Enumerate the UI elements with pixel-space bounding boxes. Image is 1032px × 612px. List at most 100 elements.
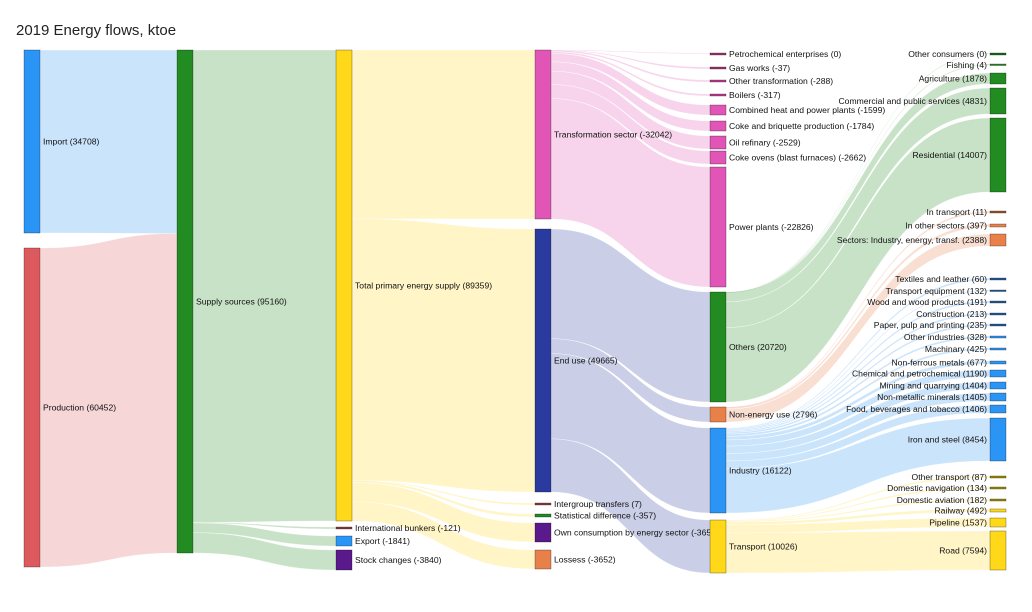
node-intergroup[interactable] bbox=[534, 502, 552, 506]
node-chp[interactable] bbox=[709, 104, 727, 116]
node-label-import: Import (34708) bbox=[43, 137, 100, 147]
node-otherind[interactable] bbox=[989, 335, 1007, 339]
node-boilers[interactable] bbox=[709, 93, 727, 97]
node-label-transpeq: Transport equipment (132) bbox=[886, 286, 988, 296]
node-label-intergroup: Intergroup transfers (7) bbox=[554, 499, 642, 509]
node-othertransp[interactable] bbox=[989, 475, 1007, 479]
node-label-owncons: Own consumption by energy sector (-3650) bbox=[554, 528, 719, 538]
node-cokeovens[interactable] bbox=[709, 150, 727, 165]
node-label-transf: Transformation sector (-32042) bbox=[554, 130, 672, 140]
node-sectors[interactable] bbox=[989, 233, 1007, 247]
node-label-iron: Iron and steel (8454) bbox=[908, 435, 987, 445]
chart-title: 2019 Energy flows, ktoe bbox=[16, 22, 177, 39]
node-label-bunkers: International bunkers (-121) bbox=[355, 523, 461, 533]
node-textiles[interactable] bbox=[989, 277, 1007, 281]
node-label-production: Production (60452) bbox=[43, 403, 116, 413]
node-label-pipeline: Pipeline (1537) bbox=[929, 518, 987, 528]
node-label-food: Food, beverages and tobacco (1406) bbox=[846, 404, 987, 414]
node-label-industry: Industry (16122) bbox=[729, 466, 792, 476]
node-label-road: Road (7594) bbox=[939, 546, 987, 556]
node-iron[interactable] bbox=[989, 417, 1007, 462]
node-label-machinery: Machinary (425) bbox=[925, 344, 987, 354]
node-others[interactable] bbox=[709, 291, 727, 403]
node-inother[interactable] bbox=[989, 223, 1007, 228]
flow-link-tpes-transf bbox=[351, 49, 536, 220]
node-pipeline[interactable] bbox=[989, 517, 1007, 528]
node-power[interactable] bbox=[709, 166, 727, 288]
node-mining[interactable] bbox=[989, 381, 1007, 390]
node-transf[interactable] bbox=[534, 49, 552, 220]
node-wood[interactable] bbox=[989, 300, 1007, 304]
node-residential[interactable] bbox=[989, 117, 1007, 193]
node-label-enduse: End use (49665) bbox=[554, 356, 618, 366]
node-label-oil: Oil refinary (-2529) bbox=[729, 138, 801, 148]
node-oil[interactable] bbox=[709, 135, 727, 150]
node-label-otherind: Other industries (328) bbox=[904, 332, 987, 342]
node-transpeq[interactable] bbox=[989, 289, 1007, 292]
node-intransport[interactable] bbox=[989, 210, 1007, 214]
node-label-domav: Domestic aviation (182) bbox=[897, 495, 987, 505]
node-label-transport: Transport (10026) bbox=[729, 542, 798, 552]
node-label-domnav: Domestic navigation (134) bbox=[887, 483, 987, 493]
node-label-paper: Paper, pulp and printing (235) bbox=[874, 320, 987, 330]
node-enduse[interactable] bbox=[534, 228, 552, 493]
node-statdiff[interactable] bbox=[534, 513, 552, 518]
node-label-supply: Supply sources (95160) bbox=[196, 297, 287, 307]
node-commercial[interactable] bbox=[989, 87, 1007, 115]
node-fishing[interactable] bbox=[989, 63, 1007, 66]
node-domav[interactable] bbox=[989, 498, 1007, 502]
node-bunkers[interactable] bbox=[335, 526, 353, 530]
node-othercons[interactable] bbox=[989, 52, 1007, 56]
node-label-chemical: Chemical and petrochemical (1190) bbox=[852, 369, 987, 379]
node-label-boilers: Boilers (-317) bbox=[729, 90, 781, 100]
node-transport[interactable] bbox=[709, 519, 727, 574]
node-production[interactable] bbox=[23, 247, 41, 568]
node-label-textiles: Textiles and leather (60) bbox=[895, 274, 987, 284]
node-nonferrous[interactable] bbox=[989, 360, 1007, 365]
node-railway[interactable] bbox=[989, 508, 1007, 513]
flow-link-production-supply bbox=[39, 233, 178, 568]
node-label-petrochem: Petrochemical enterprises (0) bbox=[729, 49, 841, 59]
node-label-agri: Agriculture (1878) bbox=[919, 74, 987, 84]
node-export[interactable] bbox=[335, 535, 353, 547]
node-coke[interactable] bbox=[709, 120, 727, 132]
node-label-losses: Lossess (-3652) bbox=[554, 555, 616, 565]
node-label-residential: Residential (14007) bbox=[912, 150, 987, 160]
node-nonenergy[interactable] bbox=[709, 406, 727, 423]
node-machinery[interactable] bbox=[989, 347, 1007, 351]
node-losses[interactable] bbox=[534, 549, 552, 570]
node-label-sectors: Sectors: Industry, energy, transf. (2388… bbox=[837, 235, 987, 245]
node-label-wood: Wood and wood products (191) bbox=[867, 297, 987, 307]
node-label-gasworks: Gas works (-37) bbox=[729, 63, 790, 73]
node-owncons[interactable] bbox=[534, 522, 552, 543]
node-label-railway: Railway (492) bbox=[934, 506, 987, 516]
node-paper[interactable] bbox=[989, 323, 1007, 327]
node-construction[interactable] bbox=[989, 312, 1007, 316]
node-label-othertransf: Other transformation (-288) bbox=[729, 76, 833, 86]
node-industry[interactable] bbox=[709, 427, 727, 514]
node-gasworks[interactable] bbox=[709, 66, 727, 70]
flow-link-supply-tpes bbox=[192, 49, 337, 523]
node-food[interactable] bbox=[989, 404, 1007, 414]
node-agri[interactable] bbox=[989, 72, 1007, 85]
node-nonmetallic[interactable] bbox=[989, 392, 1007, 402]
node-import[interactable] bbox=[23, 49, 41, 234]
node-label-statdiff: Statistical difference (-357) bbox=[554, 511, 656, 521]
node-chemical[interactable] bbox=[989, 369, 1007, 378]
node-tpes[interactable] bbox=[335, 49, 353, 522]
node-label-export: Export (-1841) bbox=[355, 536, 410, 546]
node-petrochem[interactable] bbox=[709, 52, 727, 56]
flow-link-tpes-enduse bbox=[351, 218, 536, 493]
node-label-tpes: Total primary energy supply (89359) bbox=[355, 281, 492, 291]
node-road[interactable] bbox=[989, 530, 1007, 571]
node-stock[interactable] bbox=[335, 549, 353, 571]
node-supply[interactable] bbox=[176, 49, 194, 554]
node-othertransf[interactable] bbox=[709, 79, 727, 83]
node-label-mining: Mining and quarrying (1404) bbox=[880, 381, 988, 391]
node-label-cokeovens: Coke ovens (blast furnaces) (-2662) bbox=[729, 153, 866, 163]
node-domnav[interactable] bbox=[989, 486, 1007, 490]
node-label-nonmetallic: Non-metallic minerals (1405) bbox=[877, 392, 987, 402]
node-label-construction: Construction (213) bbox=[916, 309, 987, 319]
